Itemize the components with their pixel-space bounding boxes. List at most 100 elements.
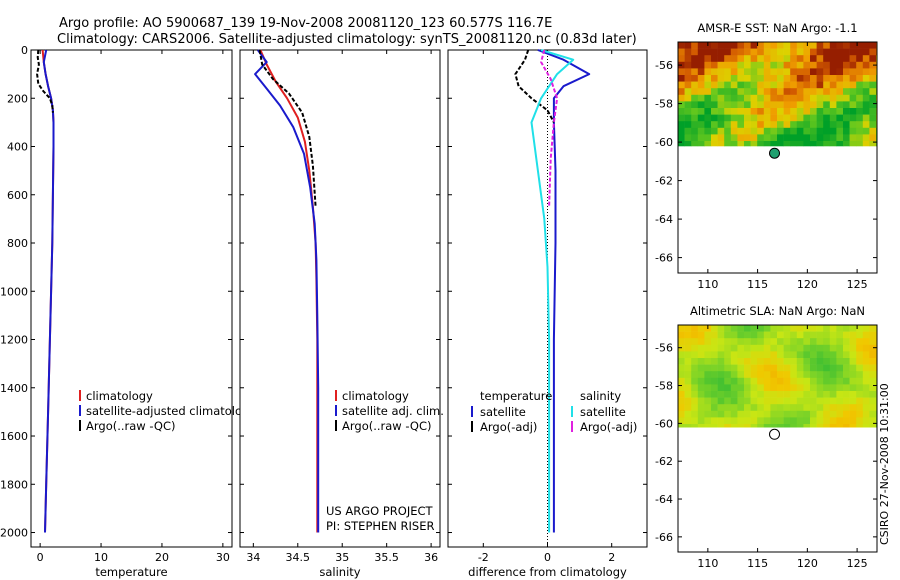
sst_map-cell — [757, 42, 765, 49]
sst_map-cell — [744, 75, 751, 82]
sla_map-x-tick-label: 120 — [797, 557, 818, 570]
salinity-legend-label: satellite adj. clim. — [342, 404, 444, 418]
sla_map-cell — [684, 391, 692, 398]
sla_map-cell — [810, 358, 817, 365]
sla_map-cell — [783, 391, 791, 398]
sla_map-cell — [691, 384, 699, 392]
sla_map-cell — [717, 410, 725, 418]
sst_map-cell — [783, 94, 791, 102]
sla_map-cell — [737, 338, 745, 346]
sst_map-plot-frame — [677, 41, 878, 274]
sla_map-cell — [856, 331, 864, 339]
sst_map-cell — [711, 127, 718, 135]
sla_map-cell — [816, 384, 824, 392]
sst_map-cell — [684, 61, 692, 69]
sst_map-cell — [856, 75, 864, 82]
sst_map-cell — [763, 42, 771, 49]
sst_map-cell — [810, 68, 817, 76]
sst_map-cell — [763, 134, 771, 142]
sla_map-cell — [777, 344, 784, 352]
sla_map-cell — [816, 325, 824, 332]
sla_map-cell — [737, 371, 745, 379]
sst_map-cell — [724, 134, 732, 142]
sst_map-cell — [750, 81, 758, 89]
sst_map-cell — [869, 121, 877, 129]
sst_map-cell — [770, 55, 778, 63]
sla_map-cell — [843, 344, 850, 352]
sla_map-cell — [717, 338, 725, 346]
sla_map-cell — [836, 338, 844, 346]
sla_map-cell — [849, 338, 857, 346]
sla_map-cell — [803, 391, 811, 398]
sst_map-cell — [744, 141, 751, 147]
sla_map-cell — [803, 371, 811, 379]
sst_map-cell — [691, 94, 699, 102]
sst_map-cell — [770, 101, 778, 109]
sst_map-cell — [869, 75, 877, 82]
sla_map-cell — [697, 417, 705, 425]
sla_map-cell — [869, 325, 877, 332]
sla_map-cell — [803, 331, 811, 339]
sla_map-cell — [697, 331, 705, 339]
sst_map-cell — [704, 134, 712, 142]
sla_map-cell — [869, 371, 877, 379]
sst_map-cell — [724, 81, 732, 89]
difference-series-3-line — [540, 49, 559, 207]
sst_map-cell — [750, 114, 758, 122]
sla_map-cell — [691, 377, 699, 385]
sla_map-cell — [816, 358, 824, 365]
sst_map-cell — [750, 134, 758, 142]
sst_map-cell — [750, 61, 758, 69]
sst_map-cell — [697, 88, 705, 96]
sla_map-cell — [684, 377, 692, 385]
sla_map-cell — [869, 391, 877, 398]
sla_map-cell — [704, 391, 712, 398]
sst_map-cell — [704, 127, 712, 135]
sla_map-cell — [790, 351, 798, 359]
salinity-legend-label: climatology — [342, 389, 409, 403]
sla_map-cell — [829, 397, 837, 405]
difference-legend-label: satellite — [580, 405, 626, 419]
sst_map-cell — [829, 55, 837, 63]
sst_map-cell — [697, 61, 705, 69]
sst_map-cell — [856, 134, 864, 142]
sla_map-cell — [744, 391, 751, 398]
sst_map-cell — [777, 114, 784, 122]
sst_map-cell — [737, 42, 745, 49]
sst_map-cell — [829, 127, 837, 135]
sla_map-cell — [823, 364, 831, 372]
sst_map-cell — [796, 68, 804, 76]
sla_map-cell — [763, 351, 771, 359]
sla_map-cell — [744, 397, 751, 405]
sla_map-cell — [816, 417, 824, 425]
sst_map-cell — [823, 48, 831, 56]
sla_map-cell — [856, 391, 864, 398]
sst_map-cell — [810, 121, 817, 129]
sla_map-cell — [849, 364, 857, 372]
sst_map-cell — [730, 134, 738, 142]
sst_map-cell — [704, 48, 712, 56]
header-line-2: Climatology: CARS2006. Satellite-adjuste… — [57, 32, 637, 47]
salinity-legend-label: Argo(..raw -QC) — [342, 419, 432, 433]
sst_map-cell — [724, 88, 732, 96]
sst_map-cell — [770, 42, 778, 49]
temperature-y-tick-label: 2000 — [0, 527, 28, 540]
sla_map-cell — [803, 424, 811, 428]
sst_map-cell — [869, 108, 877, 115]
sla_map-cell — [724, 331, 732, 339]
sla_map-cell — [757, 410, 765, 418]
sla_map-cell — [829, 364, 837, 372]
sla_map-cell — [750, 338, 758, 346]
sla_map-cell — [757, 358, 765, 365]
sla_map-cell — [856, 377, 864, 385]
sst_map-cell — [783, 55, 791, 63]
sst_map-cell — [790, 94, 798, 102]
sst_map-cell — [843, 127, 850, 135]
sla_map-cell — [823, 384, 831, 392]
sst-map-chart: AMSR-E SST: NaN Argo: -1.1 110 115 120 125 -5… — [655, 21, 878, 291]
sst_map-cell — [849, 48, 857, 56]
sst_map-cell — [823, 68, 831, 76]
sst_map-cell — [744, 55, 751, 63]
sst_map-cell — [737, 141, 745, 147]
